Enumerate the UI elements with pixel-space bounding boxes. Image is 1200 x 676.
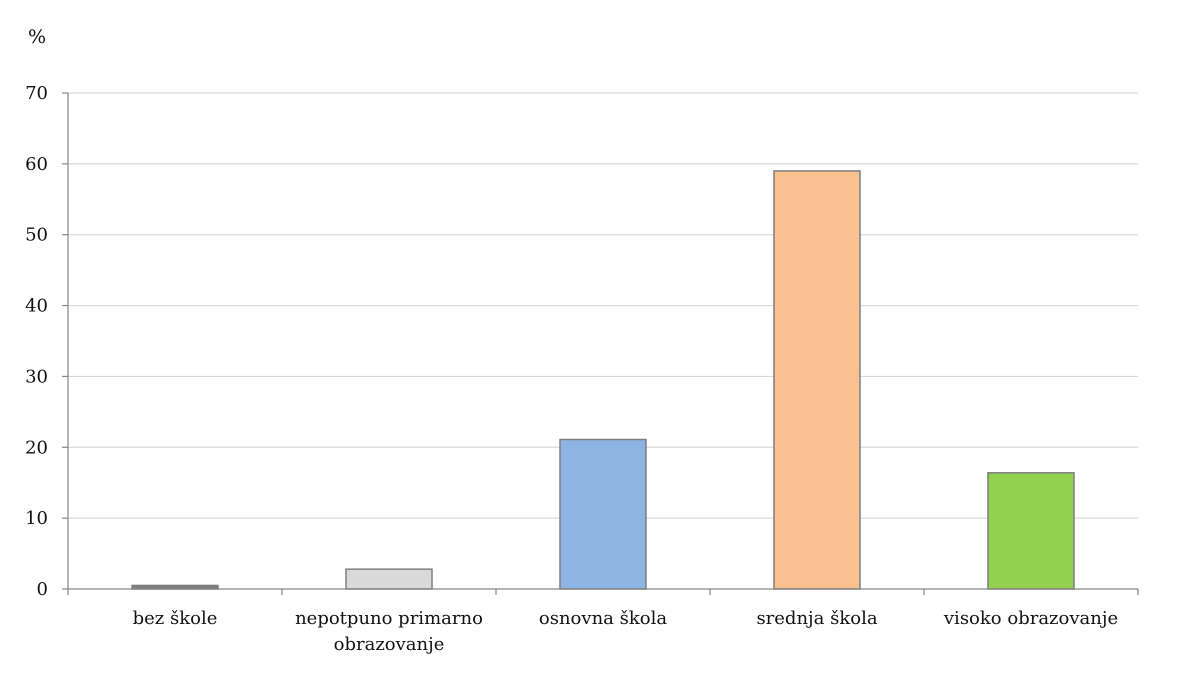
x-tick-label: obrazovanje xyxy=(334,634,445,655)
y-tick-label: 40 xyxy=(25,296,48,317)
y-tick-label: 60 xyxy=(25,154,48,175)
x-tick-label: nepotpuno primarno xyxy=(295,608,483,629)
y-tick-label: 30 xyxy=(25,366,48,387)
bars xyxy=(131,170,1075,590)
y-tick-label: 70 xyxy=(25,83,48,104)
y-tick-label: 0 xyxy=(37,579,48,600)
axes xyxy=(62,92,1139,595)
y-tick-label: 10 xyxy=(25,508,48,529)
x-tick-labels: bez škole nepotpuno primarno obrazovanje os… xyxy=(133,608,1119,655)
bar xyxy=(987,472,1075,590)
y-tick-label: 20 xyxy=(25,437,48,458)
bar xyxy=(559,438,647,590)
y-axis-unit-label: % xyxy=(28,26,47,48)
x-tick-label: srednja škola xyxy=(756,608,877,629)
bar xyxy=(345,568,433,590)
bar xyxy=(773,170,861,590)
x-tick-label: osnovna škola xyxy=(539,608,667,629)
x-tick-label: visoko obrazovanje xyxy=(943,608,1118,629)
y-tick-labels: 0 10 20 30 40 50 60 70 xyxy=(25,83,48,600)
y-tick-label: 50 xyxy=(25,225,48,246)
x-tick-label: bez škole xyxy=(133,608,218,629)
